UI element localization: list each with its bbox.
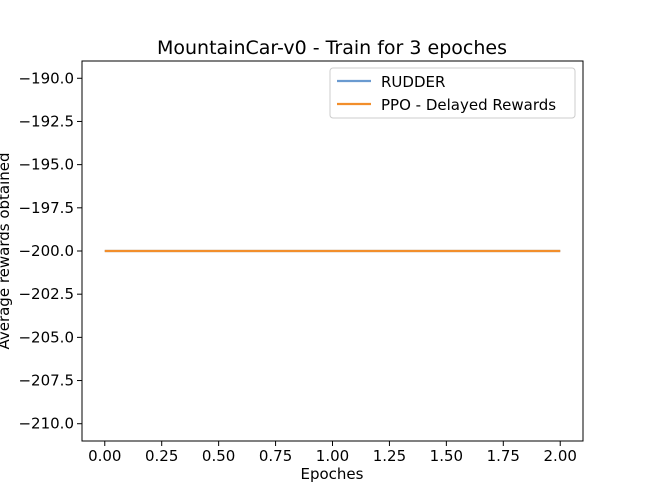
chart-title: MountainCar-v0 - Train for 3 epoches [157, 37, 507, 59]
legend-label-ppo: PPO - Delayed Rewards [381, 96, 556, 114]
y-tick-label: −200.0 [18, 242, 74, 260]
x-tick-label: 0.25 [145, 447, 178, 465]
y-tick-label: −210.0 [18, 415, 74, 433]
x-tick-label: 0.75 [259, 447, 292, 465]
x-tick-label: 0.00 [88, 447, 121, 465]
legend: RUDDER PPO - Delayed Rewards [329, 67, 576, 119]
y-tick-label: −197.5 [18, 199, 74, 217]
legend-label-rudder: RUDDER [381, 73, 445, 91]
legend-box [329, 67, 576, 119]
y-axis: −190.0 −192.5 −195.0 −197.5 −200.0 −202.5 −205… [18, 69, 82, 433]
y-tick-label: −207.5 [18, 372, 74, 390]
y-tick-label: −190.0 [18, 69, 74, 87]
x-tick-label: 0.50 [202, 447, 235, 465]
y-tick-label: −195.0 [18, 156, 74, 174]
x-tick-label: 1.25 [373, 447, 406, 465]
x-tick-label: 2.00 [544, 447, 577, 465]
x-tick-label: 1.50 [430, 447, 463, 465]
y-axis-label: Average rewards obtained [0, 152, 13, 349]
x-axis-label: Epoches [301, 465, 364, 483]
y-tick-label: −205.0 [18, 328, 74, 346]
y-tick-label: −192.5 [18, 112, 74, 130]
x-tick-label: 1.75 [487, 447, 520, 465]
y-tick-label: −202.5 [18, 285, 74, 303]
plot-area: 0.00 0.25 0.50 0.75 1.00 1.25 1.50 1.75 2.00 −19… [18, 60, 584, 465]
x-tick-label: 1.00 [316, 447, 349, 465]
x-axis: 0.00 0.25 0.50 0.75 1.00 1.25 1.50 1.75 2.00 [88, 441, 577, 465]
